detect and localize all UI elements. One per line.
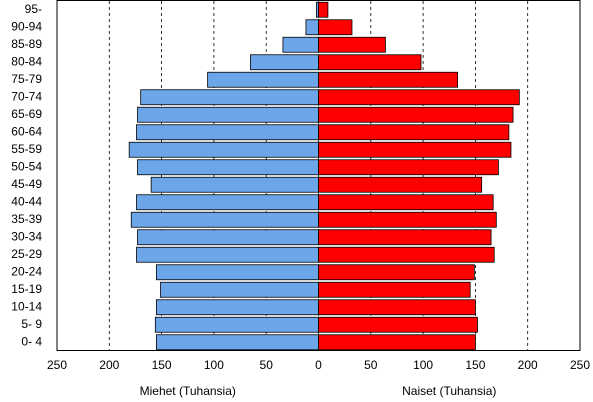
bar — [318, 176, 483, 193]
x-tick-label: 200 — [518, 358, 538, 372]
bar — [318, 141, 512, 158]
y-tick-label: 60-64 — [11, 124, 42, 138]
bar — [318, 281, 471, 298]
bar — [318, 124, 510, 141]
y-tick-label: 95- — [25, 2, 42, 16]
bar — [155, 264, 319, 281]
bar — [160, 281, 319, 298]
y-tick-label: 40-44 — [11, 194, 42, 208]
y-tick-label: 0- 4 — [21, 334, 42, 348]
bar — [318, 264, 475, 281]
x-tick-label: 100 — [413, 358, 433, 372]
y-tick-label: 75-79 — [11, 72, 42, 86]
bar — [318, 194, 494, 211]
bar — [318, 246, 495, 263]
y-tick-label: 15-19 — [11, 282, 42, 296]
bar — [137, 106, 319, 123]
x-tick-label: 50 — [260, 358, 274, 372]
x-tick-label: 150 — [152, 358, 172, 372]
bar — [136, 194, 319, 211]
bar — [318, 334, 476, 351]
bar — [318, 71, 459, 88]
bar — [318, 106, 514, 123]
y-tick-label: 35-39 — [11, 212, 42, 226]
bar — [318, 19, 353, 36]
bar — [140, 89, 319, 106]
bar — [318, 159, 499, 176]
y-tick-label: 80-84 — [11, 54, 42, 68]
y-tick-label: 10-14 — [11, 299, 42, 313]
bar — [318, 1, 329, 18]
x-tick-label: 200 — [99, 358, 119, 372]
y-tick-label: 65-69 — [11, 107, 42, 121]
bar — [207, 71, 319, 88]
y-tick-label: 50-54 — [11, 159, 42, 173]
bar — [318, 316, 478, 333]
bar — [155, 334, 319, 351]
bar — [136, 124, 319, 141]
bar — [137, 229, 319, 246]
y-tick-label: 5- 9 — [21, 317, 42, 331]
bar — [318, 89, 520, 106]
bar — [136, 246, 319, 263]
y-tick-label: 55-59 — [11, 142, 42, 156]
x-tick-label: 100 — [204, 358, 224, 372]
bar — [318, 299, 476, 316]
axis-title: Naiset (Tuhansia) — [402, 384, 496, 398]
y-tick-label: 90-94 — [11, 19, 42, 33]
y-tick-label: 70-74 — [11, 89, 42, 103]
bar — [318, 229, 492, 246]
bar — [128, 141, 319, 158]
y-tick-label: 20-24 — [11, 264, 42, 278]
bar — [318, 36, 386, 53]
x-tick-label: 50 — [364, 358, 378, 372]
bar — [250, 54, 319, 71]
bar — [318, 54, 422, 71]
y-tick-label: 25-29 — [11, 247, 42, 261]
axis-title: Miehet (Tuhansia) — [140, 384, 236, 398]
bar — [155, 299, 319, 316]
bar — [282, 36, 319, 53]
y-tick-label: 85-89 — [11, 37, 42, 51]
bar — [150, 176, 319, 193]
bar — [154, 316, 319, 333]
bar — [305, 19, 319, 36]
x-tick-label: 0 — [315, 358, 322, 372]
x-tick-label: 250 — [47, 358, 67, 372]
y-tick-label: 45-49 — [11, 177, 42, 191]
y-tick-label: 30-34 — [11, 229, 42, 243]
bar — [318, 211, 497, 228]
bar — [137, 159, 319, 176]
x-tick-label: 250 — [570, 358, 590, 372]
bar — [130, 211, 319, 228]
x-tick-label: 150 — [465, 358, 485, 372]
